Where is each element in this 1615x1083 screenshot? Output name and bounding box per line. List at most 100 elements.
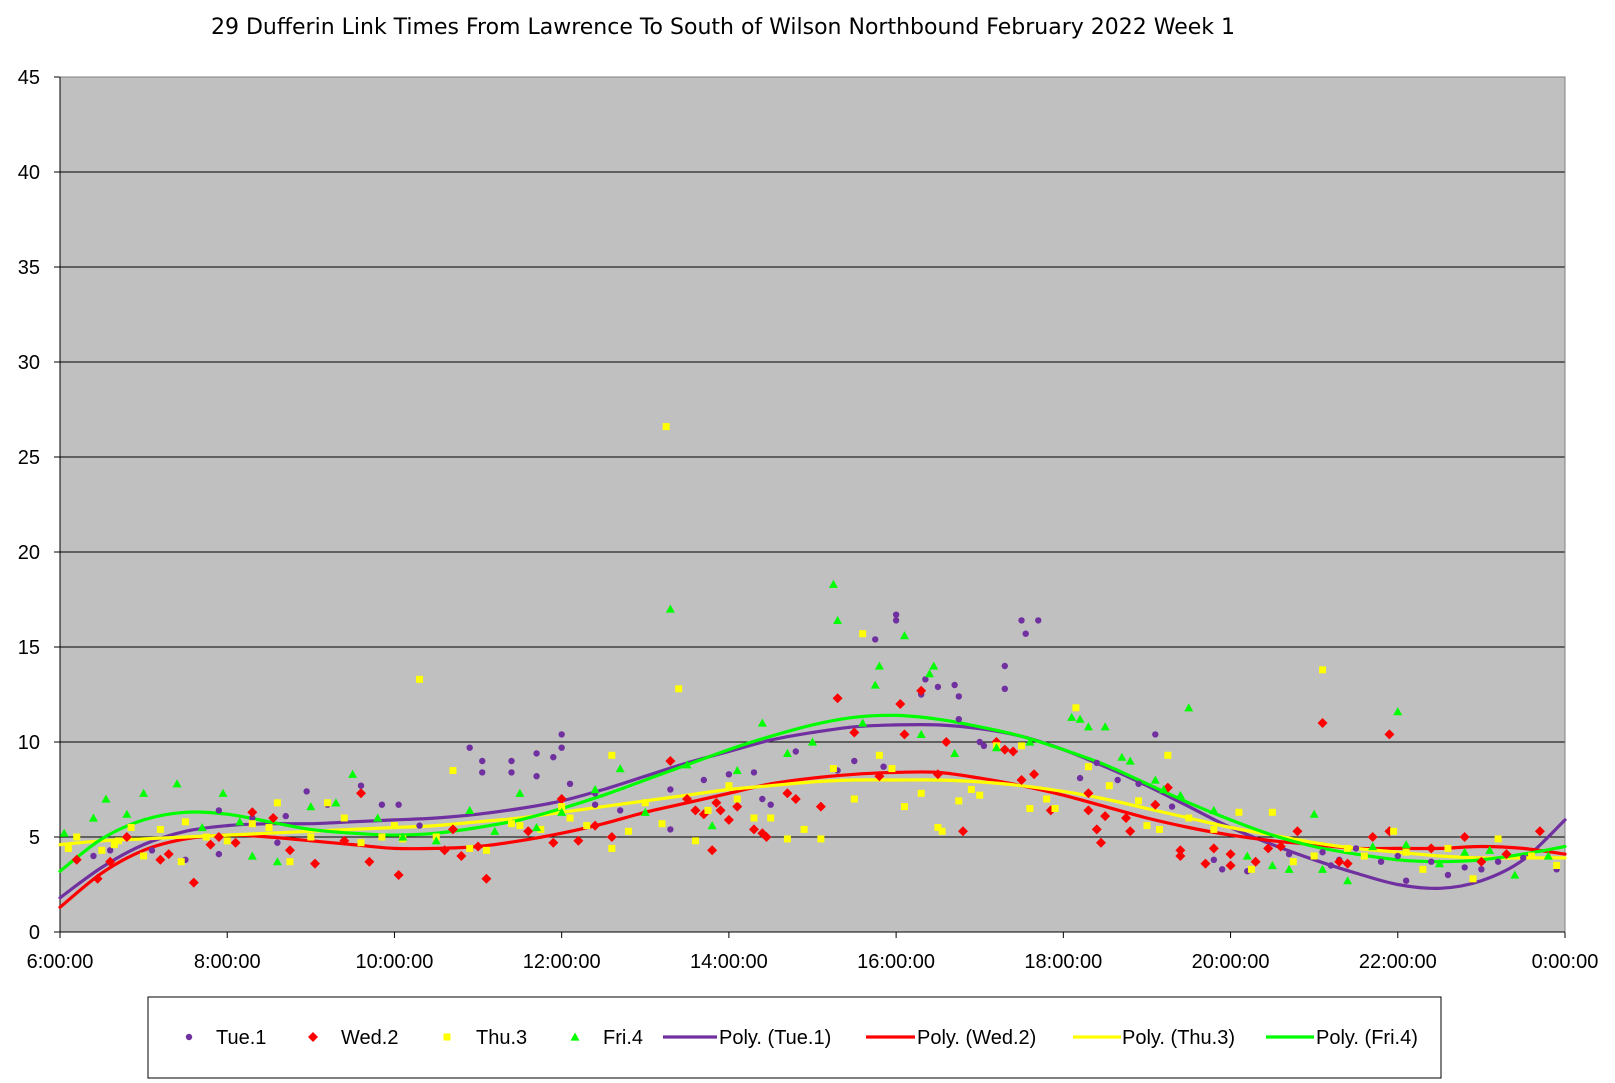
data-point (1022, 630, 1029, 637)
data-point (307, 833, 315, 841)
data-point (1114, 776, 1121, 784)
data-point (1008, 746, 1019, 757)
data-point (829, 765, 837, 773)
data-point (456, 851, 467, 861)
data-point (230, 837, 241, 848)
data-point (1344, 844, 1352, 852)
data-point (390, 822, 398, 830)
x-tick-label: 20:00:00 (1192, 951, 1270, 973)
data-point (156, 825, 164, 833)
data-point (1209, 805, 1219, 814)
data-point (247, 851, 257, 860)
data-point (955, 797, 963, 805)
y-tick-label: 10 (18, 732, 40, 754)
data-point (732, 766, 742, 775)
data-point (273, 799, 281, 807)
legend-entry: Wed.2 (308, 1027, 398, 1049)
data-point (1225, 849, 1236, 860)
data-point (1485, 845, 1495, 854)
data-point (1394, 852, 1401, 860)
data-point (625, 827, 633, 835)
data-point (205, 839, 216, 850)
data-point (849, 727, 860, 738)
data-point (1135, 780, 1142, 787)
data-point (1343, 876, 1353, 885)
data-point (557, 807, 567, 816)
axes: 0 5 10 15 20 25 30 35 40 45 6:00:00 8:00:00 10:00:00… (18, 67, 1599, 973)
data-point (615, 764, 625, 773)
data-point (590, 820, 601, 831)
data-point (1208, 843, 1219, 854)
data-point (1035, 617, 1042, 624)
data-point (665, 604, 675, 613)
data-point (537, 825, 545, 833)
legend-entry: Thu.3 (443, 1027, 527, 1049)
legend-entry: Poly. (Thu.3) (1073, 1027, 1235, 1049)
data-point (892, 611, 900, 618)
legend-entry: Fri.4 (570, 1027, 643, 1049)
data-point (711, 797, 722, 808)
data-point (616, 807, 624, 814)
y-tick-label: 20 (18, 542, 40, 564)
data-point (707, 821, 717, 830)
data-point (90, 852, 97, 860)
data-point (466, 744, 473, 751)
data-point (872, 636, 879, 643)
data-point (447, 824, 458, 835)
data-point (98, 846, 106, 854)
data-points (59, 423, 1561, 888)
data-point (1478, 866, 1485, 873)
data-point (934, 824, 942, 831)
data-point (828, 579, 838, 588)
data-point (700, 776, 708, 784)
data-point (1352, 845, 1360, 852)
series-fri-4 (59, 579, 1553, 885)
data-point (1553, 862, 1561, 869)
x-tick-label: 6:00:00 (27, 951, 94, 973)
data-point (917, 789, 925, 797)
data-point (1334, 856, 1345, 867)
data-point (181, 818, 189, 826)
data-point (249, 814, 256, 822)
data-point (934, 683, 942, 691)
data-point (121, 832, 132, 842)
data-point (92, 873, 103, 884)
data-point (1210, 825, 1218, 833)
chart-title: 29 Dufferin Link Times From Lawrence To … (211, 15, 1235, 40)
data-point (682, 794, 693, 804)
legend-marker (570, 1032, 580, 1041)
data-point (1100, 722, 1110, 731)
data-point (122, 809, 132, 818)
x-tick-label: 18:00:00 (1024, 951, 1102, 973)
data-point (268, 813, 279, 823)
data-point (1159, 785, 1169, 794)
data-point (1377, 858, 1385, 865)
legend-entry: Poly. (Fri.4) (1266, 1027, 1418, 1049)
data-point (1001, 685, 1009, 692)
data-point (925, 669, 935, 678)
data-point (272, 857, 282, 866)
data-point (899, 631, 909, 640)
data-point (218, 788, 228, 797)
data-point (682, 760, 692, 769)
data-point (715, 805, 726, 816)
trendline (58, 770, 1567, 909)
data-point (1444, 871, 1452, 879)
data-point (1469, 875, 1477, 883)
data-point (357, 839, 365, 847)
data-point (473, 841, 484, 852)
data-point (1043, 795, 1051, 803)
data-point (163, 849, 174, 860)
data-point (880, 763, 887, 770)
data-point (533, 773, 540, 780)
data-point (707, 845, 718, 856)
data-point (235, 817, 245, 826)
y-tick-label: 45 (18, 67, 40, 89)
legend-marker (443, 1033, 451, 1041)
data-point (1235, 808, 1243, 816)
data-point (1250, 856, 1261, 867)
data-point (955, 693, 963, 700)
data-point (1185, 814, 1193, 822)
data-point (566, 780, 574, 787)
data-point (106, 847, 114, 854)
